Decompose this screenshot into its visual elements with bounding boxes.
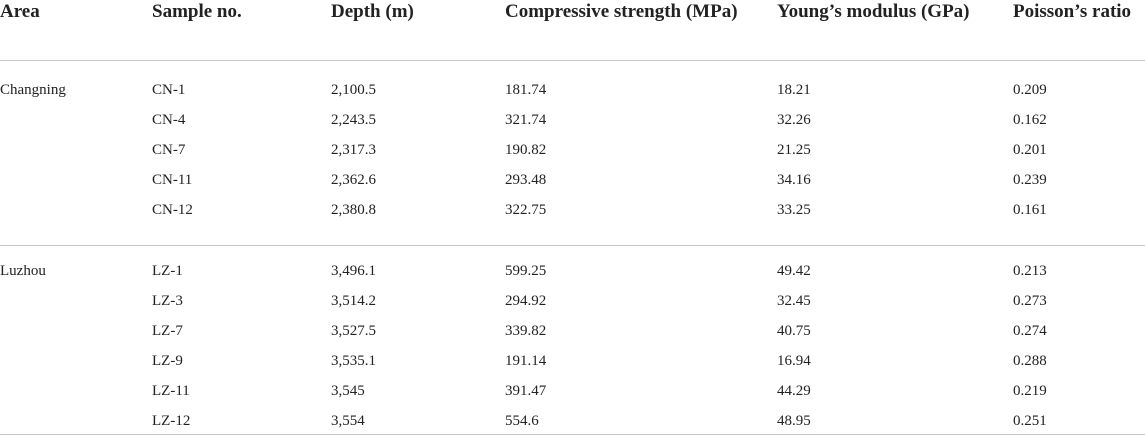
strength-cell: 322.75 bbox=[505, 201, 777, 246]
table-row: LZ-11 3,545 391.47 44.29 0.219 bbox=[0, 382, 1145, 412]
table-row: LZ-7 3,527.5 339.82 40.75 0.274 bbox=[0, 322, 1145, 352]
ratio-cell: 0.162 bbox=[1013, 112, 1047, 128]
modulus-cell: 21.25 bbox=[777, 142, 811, 158]
header-youngs-modulus: Young’s modulus (GPa) bbox=[777, 0, 1013, 61]
area-cell: Luzhou bbox=[0, 263, 46, 279]
sample-cell: CN-1 bbox=[152, 82, 186, 98]
ratio-cell: 0.213 bbox=[1013, 263, 1047, 279]
ratio-cell: 0.161 bbox=[1013, 201, 1145, 246]
sample-cell: CN-12 bbox=[152, 201, 331, 246]
modulus-cell: 40.75 bbox=[777, 323, 811, 339]
ratio-cell: 0.273 bbox=[1013, 293, 1047, 309]
table-row: CN-12 2,380.8 322.75 33.25 0.161 bbox=[0, 201, 1145, 246]
area-cell bbox=[0, 322, 152, 352]
strength-cell: 293.48 bbox=[505, 172, 547, 188]
depth-cell: 2,100.5 bbox=[331, 82, 376, 98]
sample-cell: CN-11 bbox=[152, 172, 193, 188]
header-compressive-strength: Compressive strength (MPa) bbox=[505, 0, 777, 61]
header-poissons-ratio: Poisson’s ratio bbox=[1013, 0, 1145, 61]
area-cell bbox=[0, 412, 152, 435]
ratio-cell: 0.251 bbox=[1013, 412, 1145, 435]
modulus-cell: 44.29 bbox=[777, 383, 811, 399]
sample-cell: LZ-11 bbox=[152, 383, 190, 399]
table-row: CN-11 2,362.6 293.48 34.16 0.239 bbox=[0, 171, 1145, 201]
table-row: Changning CN-1 2,100.5 181.74 18.21 0.20… bbox=[0, 61, 1145, 112]
area-cell bbox=[0, 352, 152, 382]
modulus-cell: 16.94 bbox=[777, 353, 811, 369]
strength-cell: 191.14 bbox=[505, 353, 547, 369]
depth-cell: 3,535.1 bbox=[331, 353, 376, 369]
depth-cell: 3,554 bbox=[331, 412, 505, 435]
table-row: LZ-12 3,554 554.6 48.95 0.251 bbox=[0, 412, 1145, 435]
table-row: Luzhou LZ-1 3,496.1 599.25 49.42 0.213 bbox=[0, 246, 1145, 293]
sample-cell: LZ-3 bbox=[152, 293, 183, 309]
modulus-cell: 32.45 bbox=[777, 293, 811, 309]
depth-cell: 2,317.3 bbox=[331, 142, 376, 158]
area-cell bbox=[0, 292, 152, 322]
table-row: LZ-3 3,514.2 294.92 32.45 0.273 bbox=[0, 292, 1145, 322]
depth-cell: 2,380.8 bbox=[331, 201, 505, 246]
area-cell: Changning bbox=[0, 82, 66, 98]
ratio-cell: 0.274 bbox=[1013, 323, 1047, 339]
area-cell bbox=[0, 201, 152, 246]
strength-cell: 391.47 bbox=[505, 383, 547, 399]
depth-cell: 2,243.5 bbox=[331, 112, 376, 128]
strength-cell: 321.74 bbox=[505, 112, 547, 128]
area-cell bbox=[0, 382, 152, 412]
header-sample-no: Sample no. bbox=[152, 0, 331, 61]
ratio-cell: 0.239 bbox=[1013, 172, 1047, 188]
strength-cell: 190.82 bbox=[505, 142, 547, 158]
sample-cell: LZ-12 bbox=[152, 412, 331, 435]
header-area: Area bbox=[0, 0, 152, 61]
ratio-cell: 0.201 bbox=[1013, 142, 1047, 158]
strength-cell: 599.25 bbox=[505, 263, 547, 279]
header-depth: Depth (m) bbox=[331, 0, 505, 61]
depth-cell: 3,545 bbox=[331, 383, 365, 399]
table-row: LZ-9 3,535.1 191.14 16.94 0.288 bbox=[0, 352, 1145, 382]
modulus-cell: 49.42 bbox=[777, 263, 811, 279]
sample-cell: LZ-1 bbox=[152, 263, 183, 279]
strength-cell: 294.92 bbox=[505, 293, 547, 309]
modulus-cell: 18.21 bbox=[777, 82, 811, 98]
modulus-cell: 48.95 bbox=[777, 412, 1013, 435]
group-changning: Changning CN-1 2,100.5 181.74 18.21 0.20… bbox=[0, 61, 1145, 246]
group-luzhou: Luzhou LZ-1 3,496.1 599.25 49.42 0.213 L… bbox=[0, 246, 1145, 435]
depth-cell: 3,527.5 bbox=[331, 323, 376, 339]
table-row: CN-4 2,243.5 321.74 32.26 0.162 bbox=[0, 111, 1145, 141]
sample-cell: LZ-9 bbox=[152, 353, 183, 369]
modulus-cell: 33.25 bbox=[777, 201, 1013, 246]
depth-cell: 3,496.1 bbox=[331, 263, 376, 279]
modulus-cell: 32.26 bbox=[777, 112, 811, 128]
depth-cell: 2,362.6 bbox=[331, 172, 376, 188]
sample-cell: LZ-7 bbox=[152, 323, 183, 339]
sample-cell: CN-4 bbox=[152, 112, 186, 128]
strength-cell: 339.82 bbox=[505, 323, 547, 339]
depth-cell: 3,514.2 bbox=[331, 293, 376, 309]
ratio-cell: 0.209 bbox=[1013, 82, 1047, 98]
sample-cell: CN-7 bbox=[152, 142, 186, 158]
strength-cell: 554.6 bbox=[505, 412, 777, 435]
table-row: CN-7 2,317.3 190.82 21.25 0.201 bbox=[0, 141, 1145, 171]
area-cell bbox=[0, 141, 152, 171]
ratio-cell: 0.288 bbox=[1013, 353, 1047, 369]
strength-cell: 181.74 bbox=[505, 82, 547, 98]
area-cell bbox=[0, 111, 152, 141]
area-cell bbox=[0, 171, 152, 201]
header-row: Area Sample no. Depth (m) Compressive st… bbox=[0, 0, 1145, 61]
modulus-cell: 34.16 bbox=[777, 172, 811, 188]
ratio-cell: 0.219 bbox=[1013, 383, 1047, 399]
